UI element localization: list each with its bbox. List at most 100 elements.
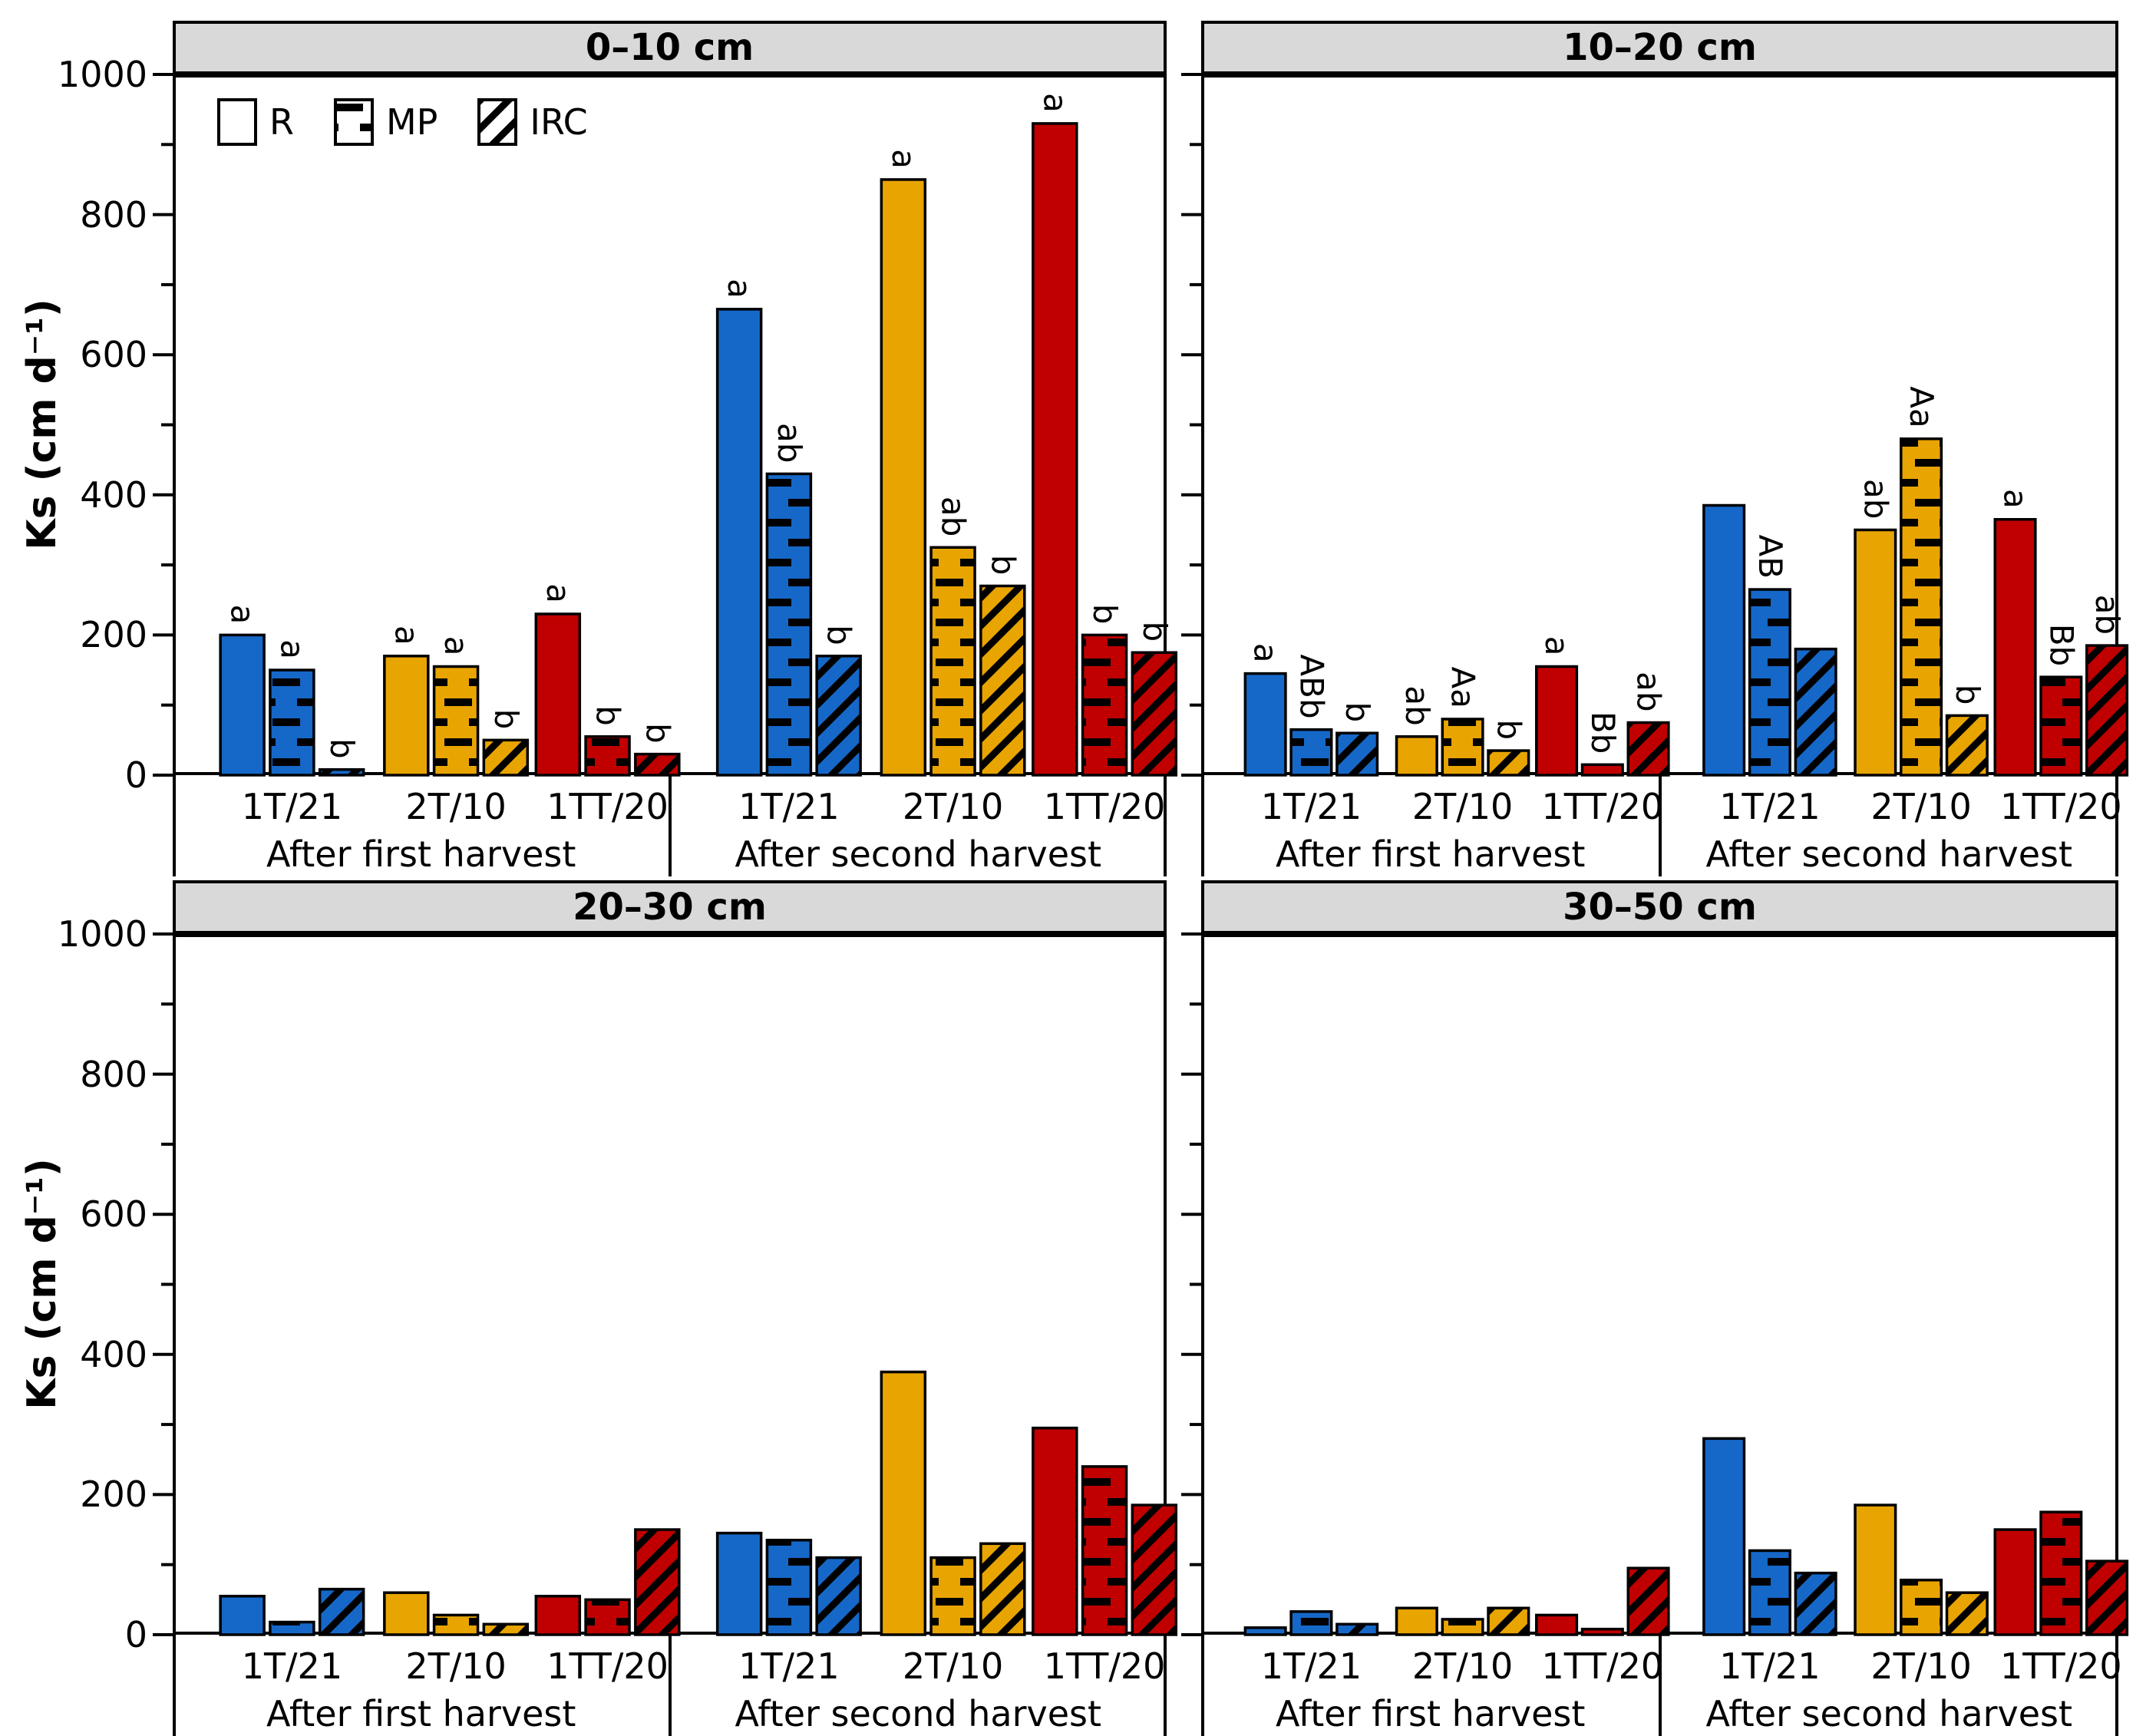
y-tick-label: 600 <box>80 334 147 376</box>
bar-10–20 cm-After first harvest-2T/10-IRC <box>1487 749 1530 777</box>
significance-letter: ab <box>1398 685 1436 725</box>
significance-letter: a <box>1997 489 2035 509</box>
bar-0–10 cm-After first harvest-1T/21-MP <box>269 668 315 777</box>
significance-letter: a <box>388 625 425 645</box>
significance-letter: AB <box>1751 535 1789 579</box>
bar-20–30 cm-After second harvest-2T/10-IRC <box>979 1542 1026 1636</box>
bar-20–30 cm-After first harvest-2T/10-R <box>383 1591 430 1636</box>
panel-title: 10–20 cm <box>1563 26 1757 69</box>
significance-letter: a <box>1036 93 1074 113</box>
bar-0–10 cm-After second harvest-2T/10-MP <box>929 546 976 777</box>
group-label: After second harvest <box>735 833 1102 875</box>
y-tick-label: 600 <box>80 1193 147 1236</box>
plot-border <box>173 934 1167 1635</box>
bar-20–30 cm-After second harvest-2T/10-MP <box>929 1556 976 1636</box>
bar-10–20 cm-After first harvest-1T/21-R <box>1243 672 1287 777</box>
significance-letter: b <box>639 723 676 744</box>
bar-30–50 cm-After first harvest-1TT/20-R <box>1535 1613 1579 1636</box>
bar-20–30 cm-After first harvest-1T/21-IRC <box>318 1587 365 1636</box>
bar-0–10 cm-After first harvest-1T/21-R <box>219 633 266 777</box>
bar-30–50 cm-After first harvest-1TT/20-MP <box>1580 1627 1624 1636</box>
bar-10–20 cm-After second harvest-1TT/20-R <box>1993 518 2037 777</box>
significance-letter: b <box>1339 702 1376 723</box>
axis-divider <box>173 1635 176 1736</box>
bar-20–30 cm-After first harvest-1TT/20-MP <box>584 1598 631 1636</box>
x-axis-area: 1T/21 2T/10 1TT/20 After first harvest 1T/21… <box>1201 775 2122 876</box>
bar-30–50 cm-After first harvest-2T/10-R <box>1395 1606 1438 1636</box>
x-tick-label: 1TT/20 <box>546 786 669 827</box>
bar-0–10 cm-After second harvest-2T/10-IRC <box>979 584 1026 777</box>
y-axis-label-bottom: Ks (cm d⁻¹) <box>19 1158 65 1410</box>
bar-0–10 cm-After first harvest-2T/10-IRC <box>482 738 530 777</box>
group-label: After first harvest <box>266 1693 576 1734</box>
axis-divider <box>1164 1635 1167 1736</box>
panel-10-20cm: 10–20 cm a ABb b ab Aa b a Bb ab AB ab Aa b a Bb ab 1T/… <box>1181 21 2129 976</box>
significance-letter: ab <box>2088 595 2126 635</box>
significance-letter: b <box>820 625 858 645</box>
significance-letter: a <box>885 149 923 169</box>
bar-30–50 cm-After second harvest-2T/10-R <box>1854 1503 1897 1636</box>
plot-border <box>1201 934 2118 1635</box>
panel-title: 20–30 cm <box>573 886 767 929</box>
bar-10–20 cm-After second harvest-1T/21-R <box>1702 503 1746 777</box>
x-tick-label: 1T/21 <box>1719 1645 1821 1687</box>
significance-letter: a <box>273 639 311 659</box>
legend-swatch-dash-icon <box>333 98 374 146</box>
panel-header: 30–50 cm <box>1201 880 2118 934</box>
significance-letter: Aa <box>1444 666 1482 708</box>
bar-10–20 cm-After first harvest-2T/10-R <box>1395 735 1438 777</box>
x-tick-label: 2T/10 <box>1870 1645 1972 1687</box>
significance-letter: ab <box>935 497 972 536</box>
bar-0–10 cm-After second harvest-1TT/20-R <box>1032 122 1078 777</box>
axis-divider <box>2115 775 2118 876</box>
bar-0–10 cm-After second harvest-1TT/20-IRC <box>1131 651 1178 777</box>
bar-20–30 cm-After first harvest-2T/10-MP <box>432 1613 480 1636</box>
legend-label: MP <box>385 101 438 143</box>
bar-20–30 cm-After first harvest-1TT/20-IRC <box>634 1528 681 1636</box>
significance-letter: ABb <box>1293 654 1330 718</box>
legend-item-R: R <box>217 98 294 146</box>
x-tick-label: 1TT/20 <box>1999 786 2122 827</box>
significance-letter: a <box>721 279 758 299</box>
bar-10–20 cm-After second harvest-1TT/20-IRC <box>2085 644 2129 777</box>
legend-item-IRC: IRC <box>477 98 588 146</box>
significance-letter: Aa <box>1903 386 1940 427</box>
x-tick-label: 1T/21 <box>738 1645 840 1687</box>
legend-label: R <box>269 101 294 143</box>
bar-10–20 cm-After first harvest-1T/21-MP <box>1289 728 1333 777</box>
x-tick-label: 2T/10 <box>1870 786 1972 827</box>
x-tick-label: 2T/10 <box>405 786 507 827</box>
bar-0–10 cm-After second harvest-1T/21-IRC <box>815 655 862 777</box>
x-tick-label: 2T/10 <box>902 786 1004 827</box>
bar-30–50 cm-After first harvest-2T/10-MP <box>1441 1618 1484 1636</box>
panel-header: 0–10 cm <box>173 21 1167 74</box>
bar-20–30 cm-After first harvest-1T/21-R <box>219 1595 266 1636</box>
bar-10–20 cm-After first harvest-1TT/20-IRC <box>1626 721 1670 777</box>
bar-20–30 cm-After second harvest-1T/21-MP <box>765 1538 813 1636</box>
bar-0–10 cm-After first harvest-1T/21-IRC <box>318 767 365 777</box>
x-tick-label: 2T/10 <box>1411 1645 1514 1687</box>
y-tick-label: 400 <box>80 474 147 516</box>
bar-20–30 cm-After second harvest-1TT/20-IRC <box>1131 1503 1178 1636</box>
bar-0–10 cm-After second harvest-2T/10-R <box>880 178 927 777</box>
bar-20–30 cm-After second harvest-1TT/20-R <box>1032 1426 1078 1636</box>
plot-border <box>1201 74 2118 775</box>
bar-10–20 cm-After second harvest-2T/10-IRC <box>1945 714 1989 777</box>
significance-letter: b <box>1949 685 1986 705</box>
panel-title: 30–50 cm <box>1563 886 1757 929</box>
bar-10–20 cm-After second harvest-1T/21-MP <box>1748 588 1791 777</box>
x-tick-label: 1T/21 <box>1260 786 1362 827</box>
y-tick-label: 800 <box>80 193 147 236</box>
significance-letter: ab <box>771 423 808 463</box>
bar-0–10 cm-After first harvest-2T/10-R <box>383 655 430 777</box>
x-tick-label: 2T/10 <box>902 1645 1004 1687</box>
significance-letter: a <box>1538 636 1576 656</box>
axis-divider <box>1658 775 1662 876</box>
axis-divider <box>1201 1635 1204 1736</box>
significance-letter: b <box>487 709 525 730</box>
bar-30–50 cm-After first harvest-1T/21-R <box>1243 1626 1287 1636</box>
bar-0–10 cm-After second harvest-1T/21-R <box>715 308 763 777</box>
significance-letter: ab <box>1630 672 1668 711</box>
